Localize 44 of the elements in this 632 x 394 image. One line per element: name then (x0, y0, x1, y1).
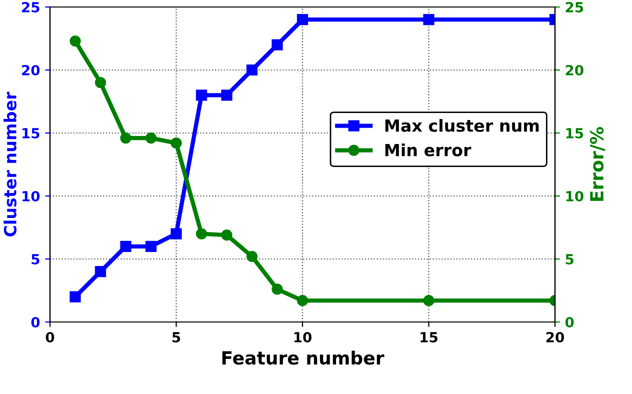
point (170, 138, 182, 149)
y2-tick-label: 5 (566, 254, 574, 264)
y-tick-label: 15 (22, 128, 40, 138)
point (94, 266, 106, 278)
y2-axis-title: Error/% (590, 127, 605, 201)
point (423, 295, 434, 306)
point (221, 90, 232, 101)
legend-label: Min error (385, 143, 472, 156)
y2-tick-label: 10 (566, 190, 584, 202)
y-tick-label: 10 (22, 190, 40, 202)
y2-tick-label: 0 (565, 316, 574, 328)
point (70, 291, 81, 302)
y-tick-label: 25 (22, 2, 40, 12)
point (196, 228, 208, 240)
point (296, 14, 308, 26)
point (70, 35, 81, 47)
point (423, 14, 434, 26)
y-axis-title: Cluster number (4, 92, 16, 236)
y-tick-label: 0 (31, 316, 40, 328)
legend-label: Max cluster num (385, 119, 539, 132)
point (246, 64, 258, 76)
point (221, 230, 232, 241)
x-tick-label: 10 (294, 332, 312, 342)
y2-tick-label: 25 (566, 2, 584, 12)
x-tick-label: 20 (546, 332, 564, 342)
x-tick-label: 5 (172, 332, 180, 342)
y2-tick-label: 15 (566, 128, 584, 138)
y-tick-label: 20 (22, 64, 40, 76)
y2-tick-label: 20 (566, 64, 584, 76)
point (246, 250, 258, 262)
y-tick-label: 5 (32, 254, 40, 264)
x-axis-title: Feature number (222, 350, 384, 365)
point (145, 132, 157, 144)
x-tick-label: 15 (420, 332, 438, 342)
x-tick-label: 0 (46, 332, 54, 342)
point (272, 284, 283, 295)
point (120, 240, 132, 252)
point (272, 39, 283, 50)
point (296, 295, 308, 306)
point (120, 132, 132, 144)
point (170, 228, 182, 240)
point (94, 77, 106, 88)
point (145, 240, 157, 252)
point (196, 90, 208, 101)
